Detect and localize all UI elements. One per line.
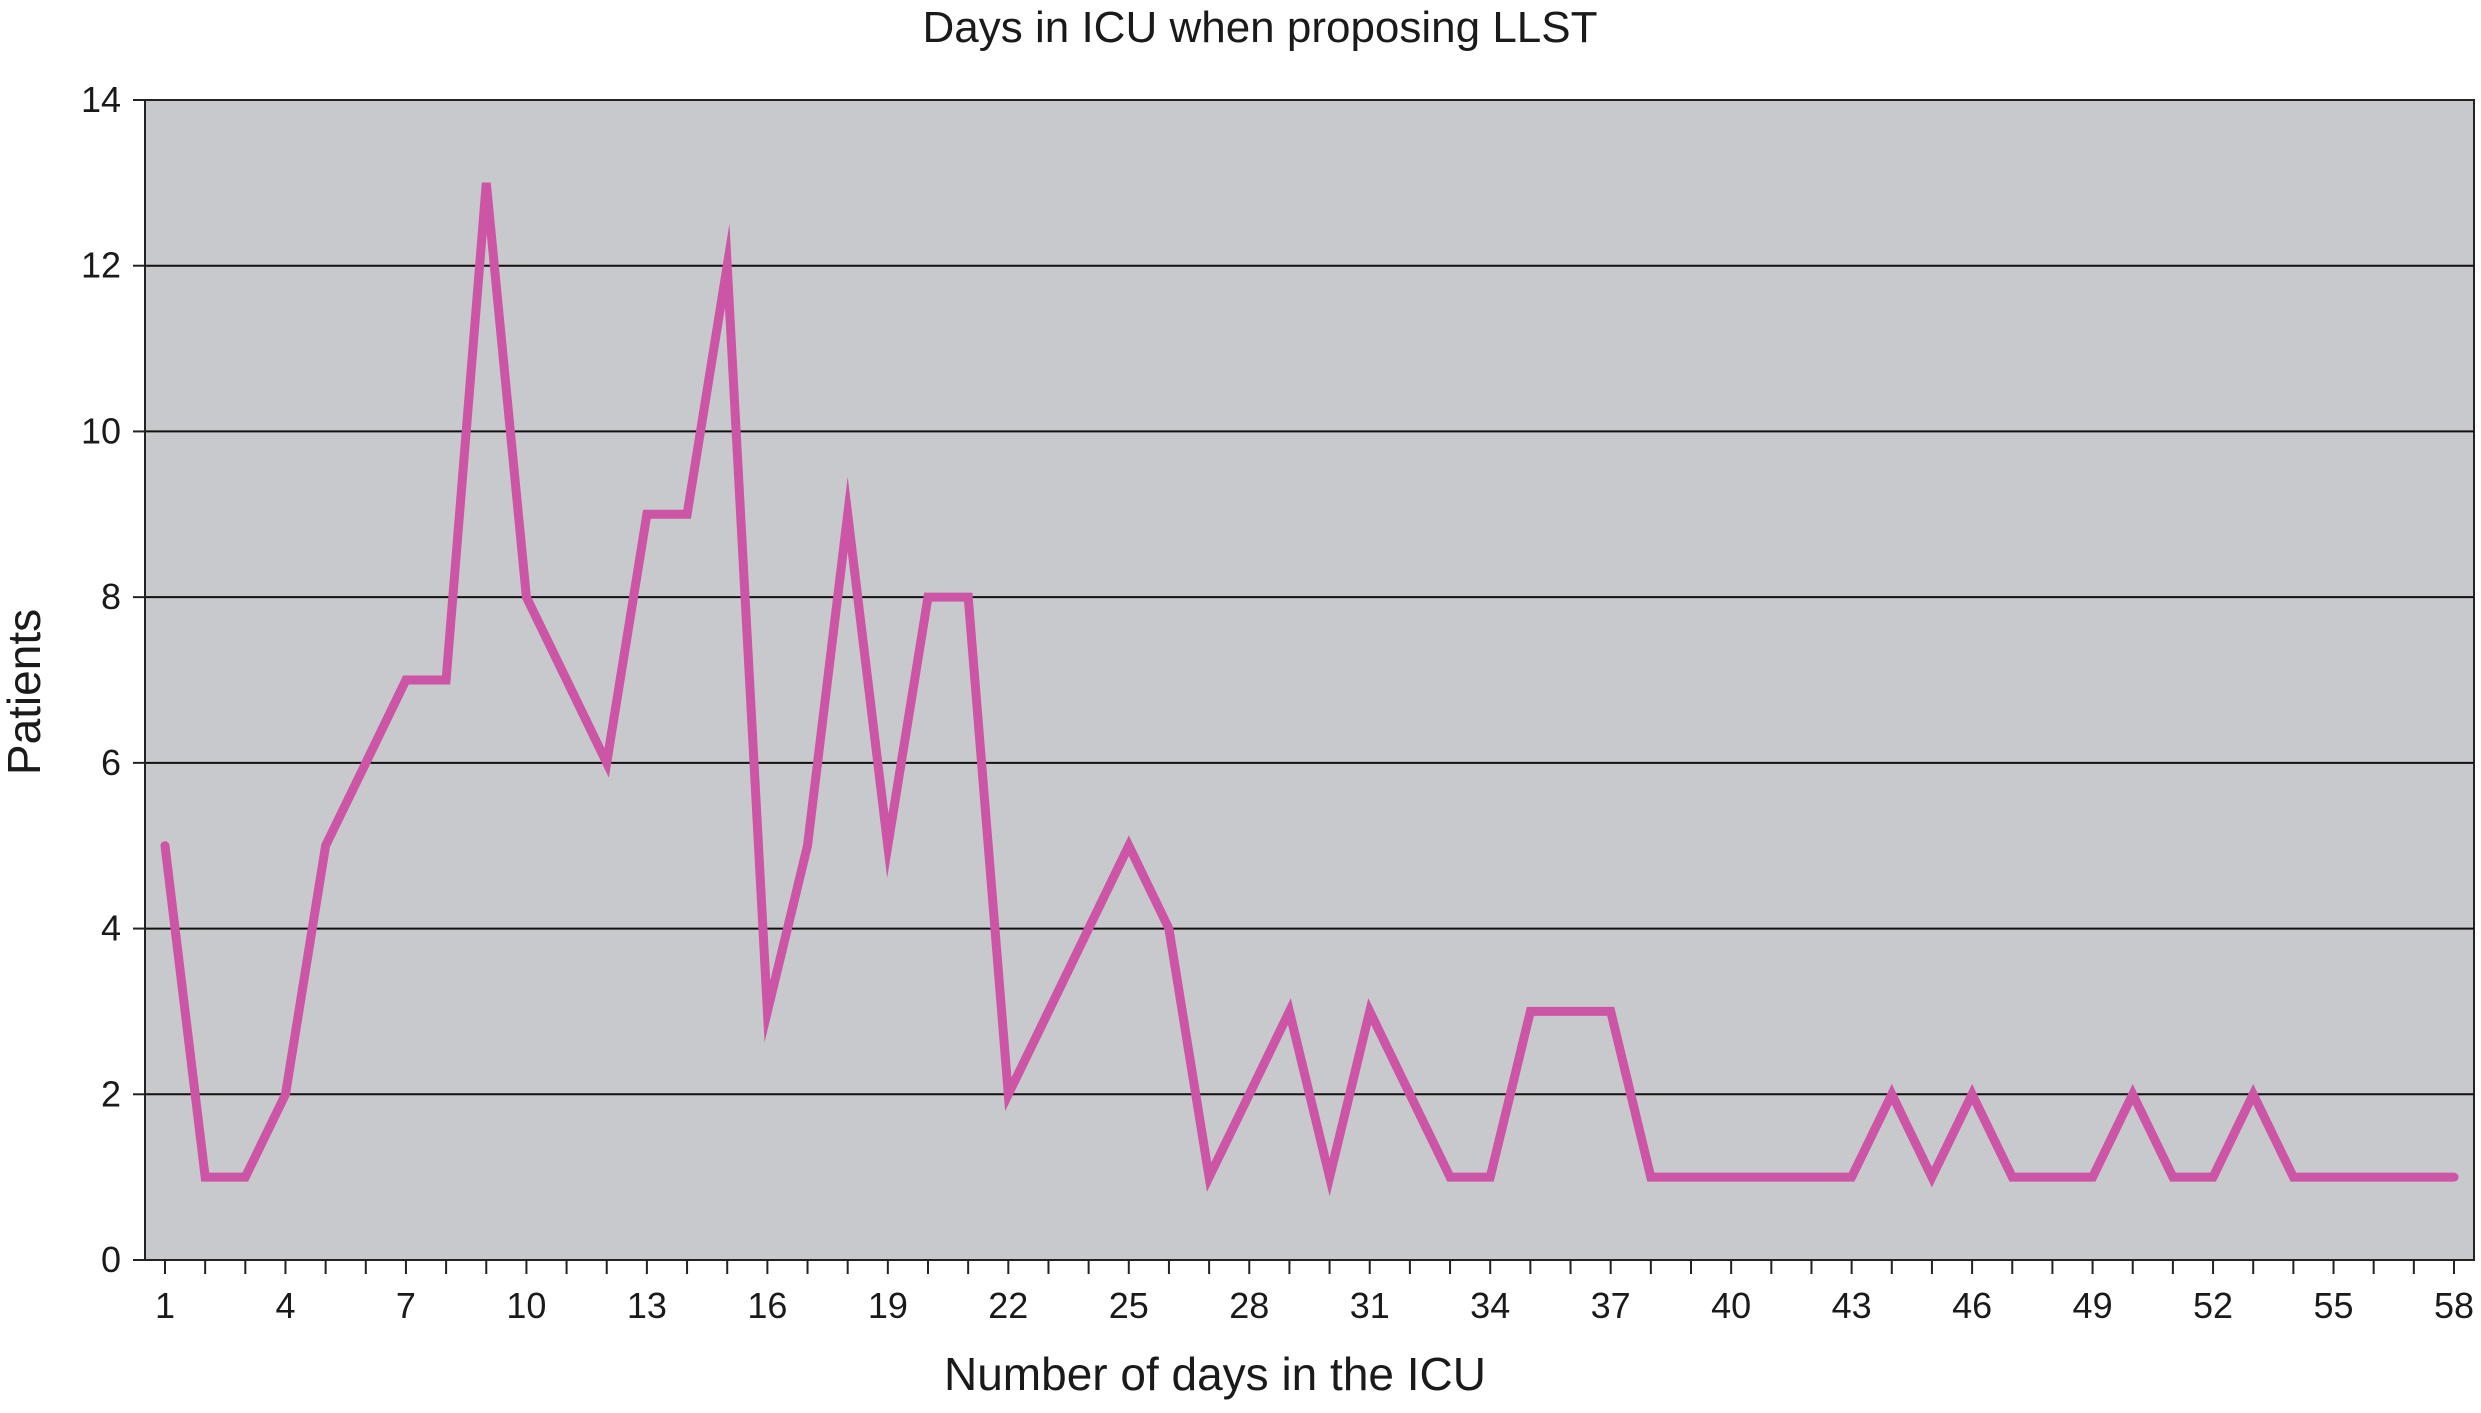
data-point bbox=[723, 262, 731, 270]
y-tick-label: 14 bbox=[81, 79, 121, 120]
y-tick-label: 6 bbox=[101, 742, 121, 783]
data-point bbox=[522, 593, 530, 601]
data-point bbox=[2129, 1090, 2137, 1098]
data-point bbox=[2370, 1173, 2378, 1181]
x-tick-label: 31 bbox=[1350, 1285, 1390, 1326]
x-tick-label: 52 bbox=[2193, 1285, 2233, 1326]
data-point bbox=[1968, 1090, 1976, 1098]
x-tick-label: 22 bbox=[988, 1285, 1028, 1326]
data-point bbox=[1486, 1173, 1494, 1181]
data-point bbox=[603, 759, 611, 767]
y-tick-label: 0 bbox=[101, 1239, 121, 1280]
data-point bbox=[1004, 1090, 1012, 1098]
data-point bbox=[924, 593, 932, 601]
data-point bbox=[844, 510, 852, 518]
chart-title: Days in ICU when proposing LLST bbox=[923, 3, 1598, 52]
data-point bbox=[2249, 1090, 2257, 1098]
data-point bbox=[964, 593, 972, 601]
x-tick-label: 46 bbox=[1952, 1285, 1992, 1326]
data-point bbox=[161, 842, 169, 850]
data-point bbox=[402, 676, 410, 684]
data-point bbox=[683, 510, 691, 518]
data-point bbox=[563, 676, 571, 684]
x-tick-label: 16 bbox=[747, 1285, 787, 1326]
y-tick-label: 12 bbox=[81, 245, 121, 286]
data-point bbox=[1366, 1007, 1374, 1015]
data-point bbox=[2008, 1173, 2016, 1181]
x-tick-label: 58 bbox=[2434, 1285, 2474, 1326]
x-tick-label: 34 bbox=[1470, 1285, 1510, 1326]
data-point bbox=[2048, 1173, 2056, 1181]
data-point bbox=[1888, 1090, 1896, 1098]
data-point bbox=[2089, 1173, 2097, 1181]
x-tick-label: 25 bbox=[1109, 1285, 1149, 1326]
data-point bbox=[1165, 925, 1173, 933]
data-point bbox=[1044, 1007, 1052, 1015]
data-point bbox=[1848, 1173, 1856, 1181]
data-point bbox=[1085, 925, 1093, 933]
y-tick-label: 8 bbox=[101, 576, 121, 617]
y-axis-label: Patients bbox=[0, 609, 50, 775]
data-point bbox=[322, 842, 330, 850]
x-axis-label: Number of days in the ICU bbox=[944, 1348, 1486, 1400]
data-point bbox=[1205, 1173, 1213, 1181]
data-point bbox=[1567, 1007, 1575, 1015]
data-point bbox=[1727, 1173, 1735, 1181]
data-point bbox=[763, 1007, 771, 1015]
data-point bbox=[1446, 1173, 1454, 1181]
x-tick-label: 4 bbox=[275, 1285, 295, 1326]
data-point bbox=[1647, 1173, 1655, 1181]
data-point bbox=[1526, 1007, 1534, 1015]
data-point bbox=[643, 510, 651, 518]
data-point bbox=[1807, 1173, 1815, 1181]
data-point bbox=[1607, 1007, 1615, 1015]
x-tick-label: 28 bbox=[1229, 1285, 1269, 1326]
data-point bbox=[1687, 1173, 1695, 1181]
plot-area bbox=[144, 99, 2475, 1261]
data-point bbox=[2289, 1173, 2297, 1181]
data-point bbox=[2450, 1173, 2458, 1181]
x-tick-label: 10 bbox=[506, 1285, 546, 1326]
y-tick-label: 4 bbox=[101, 908, 121, 949]
x-tick-label: 49 bbox=[2073, 1285, 2113, 1326]
data-point bbox=[1406, 1090, 1414, 1098]
data-point bbox=[2209, 1173, 2217, 1181]
y-tick-label: 2 bbox=[101, 1073, 121, 1114]
data-point bbox=[201, 1173, 209, 1181]
data-point bbox=[442, 676, 450, 684]
data-point bbox=[482, 179, 490, 187]
data-point bbox=[1125, 842, 1133, 850]
x-tick-label: 1 bbox=[155, 1285, 175, 1326]
data-point bbox=[281, 1090, 289, 1098]
data-point bbox=[2410, 1173, 2418, 1181]
data-point bbox=[2169, 1173, 2177, 1181]
data-point bbox=[2330, 1173, 2338, 1181]
x-tick-label: 13 bbox=[627, 1285, 667, 1326]
x-tick-label: 7 bbox=[396, 1285, 416, 1326]
y-tick-label: 10 bbox=[81, 410, 121, 451]
x-tick-label: 37 bbox=[1591, 1285, 1631, 1326]
data-point bbox=[1767, 1173, 1775, 1181]
x-tick-label: 19 bbox=[868, 1285, 908, 1326]
series-line bbox=[160, 182, 2459, 1197]
data-point bbox=[804, 842, 812, 850]
data-point bbox=[241, 1173, 249, 1181]
data-point bbox=[1285, 1007, 1293, 1015]
x-tick-label: 43 bbox=[1832, 1285, 1872, 1326]
data-point bbox=[362, 759, 370, 767]
x-tick-label: 55 bbox=[2314, 1285, 2354, 1326]
data-point bbox=[884, 842, 892, 850]
x-tick-label: 40 bbox=[1711, 1285, 1751, 1326]
data-point bbox=[1326, 1173, 1334, 1181]
data-point bbox=[1928, 1173, 1936, 1181]
data-point bbox=[1245, 1090, 1253, 1098]
